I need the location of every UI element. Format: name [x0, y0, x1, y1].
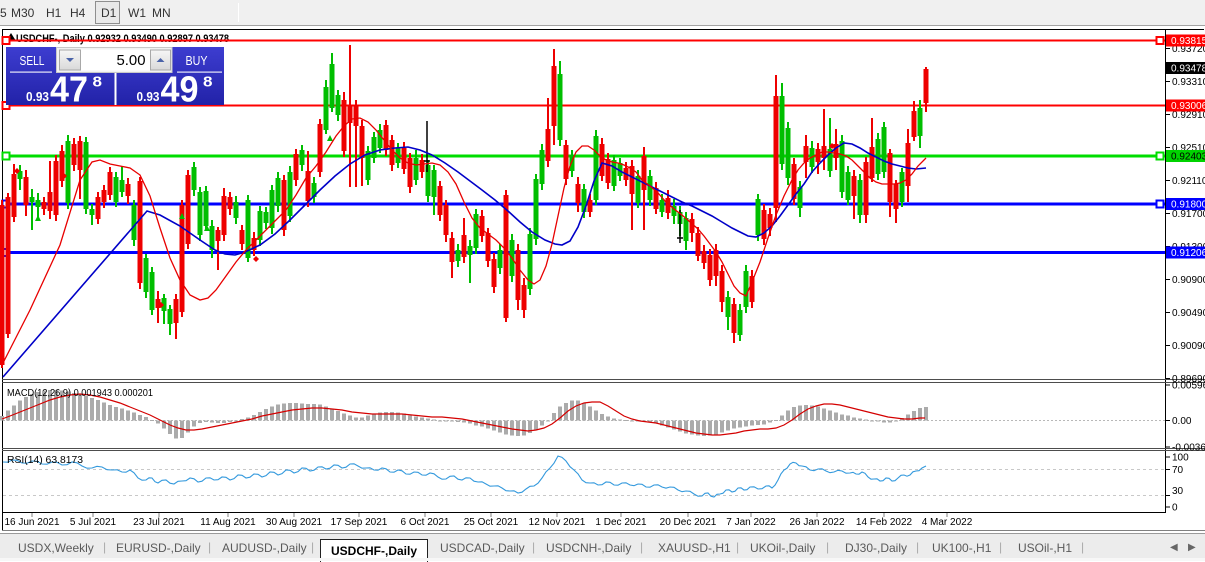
svg-text:MACD(12,26,9) 0.001943 0.00020: MACD(12,26,9) 0.001943 0.000201: [7, 387, 153, 399]
svg-text:8: 8: [203, 75, 213, 91]
svg-text:30 Aug 2021: 30 Aug 2021: [266, 517, 323, 528]
svg-text:0.92110: 0.92110: [1172, 176, 1205, 187]
svg-text:17 Sep 2021: 17 Sep 2021: [331, 517, 388, 528]
svg-text:0.91700: 0.91700: [1172, 209, 1205, 220]
svg-text:0.91800: 0.91800: [1171, 200, 1205, 211]
svg-text:6 Oct 2021: 6 Oct 2021: [401, 517, 450, 528]
svg-text:SELL: SELL: [20, 53, 45, 68]
svg-text:11 Aug 2021: 11 Aug 2021: [200, 517, 256, 528]
svg-text:0.91206: 0.91206: [1171, 248, 1205, 259]
svg-text:0.92910: 0.92910: [1172, 110, 1205, 121]
svg-text:BUY: BUY: [186, 53, 208, 68]
svg-text:30: 30: [1172, 486, 1184, 497]
svg-text:5.00: 5.00: [117, 52, 146, 69]
svg-text:-0.003663: -0.003663: [1172, 443, 1205, 454]
svg-text:0.90090: 0.90090: [1172, 341, 1205, 352]
svg-text:70: 70: [1172, 465, 1184, 476]
svg-text:0.005963: 0.005963: [1172, 381, 1205, 392]
svg-text:100: 100: [1172, 453, 1189, 464]
svg-text:0.93006: 0.93006: [1171, 101, 1205, 112]
svg-text:7 Jan 2022: 7 Jan 2022: [726, 517, 776, 528]
svg-text:49: 49: [161, 69, 199, 110]
svg-text:26 Jan 2022: 26 Jan 2022: [789, 517, 844, 528]
svg-text:0.93: 0.93: [137, 90, 160, 104]
svg-text:1 Dec 2021: 1 Dec 2021: [595, 517, 647, 528]
svg-text:0: 0: [1172, 503, 1178, 514]
svg-text:0.90900: 0.90900: [1172, 275, 1205, 286]
svg-text:0.92510: 0.92510: [1172, 143, 1205, 154]
svg-text:0.93720: 0.93720: [1172, 44, 1205, 55]
svg-text:12 Nov 2021: 12 Nov 2021: [529, 517, 586, 528]
svg-text:0.92403: 0.92403: [1171, 152, 1205, 163]
svg-text:0.93: 0.93: [26, 90, 49, 104]
svg-text:0.00: 0.00: [1172, 416, 1192, 427]
svg-text:0.93815: 0.93815: [1171, 36, 1205, 47]
svg-text:0.89690: 0.89690: [1172, 374, 1205, 385]
svg-text:RSI(14) 63.8173: RSI(14) 63.8173: [7, 454, 83, 466]
svg-text:4 Mar 2022: 4 Mar 2022: [922, 517, 973, 528]
svg-text:23 Jul 2021: 23 Jul 2021: [133, 517, 185, 528]
svg-text:25 Oct 2021: 25 Oct 2021: [464, 517, 519, 528]
svg-text:47: 47: [50, 69, 88, 110]
svg-text:14 Feb 2022: 14 Feb 2022: [856, 517, 913, 528]
svg-text:5 Jul 2021: 5 Jul 2021: [70, 517, 117, 528]
svg-text:0.90490: 0.90490: [1172, 308, 1205, 319]
svg-text:8: 8: [93, 75, 103, 91]
svg-text:16 Jun 2021: 16 Jun 2021: [4, 517, 59, 528]
svg-text:USDCHF-, Daily 0.92932 0.9349: USDCHF-, Daily 0.92932 0.93490 0.92897 0…: [16, 33, 229, 45]
svg-text:20 Dec 2021: 20 Dec 2021: [660, 517, 717, 528]
svg-text:0.93478: 0.93478: [1171, 64, 1205, 75]
svg-text:0.93310: 0.93310: [1172, 77, 1205, 88]
